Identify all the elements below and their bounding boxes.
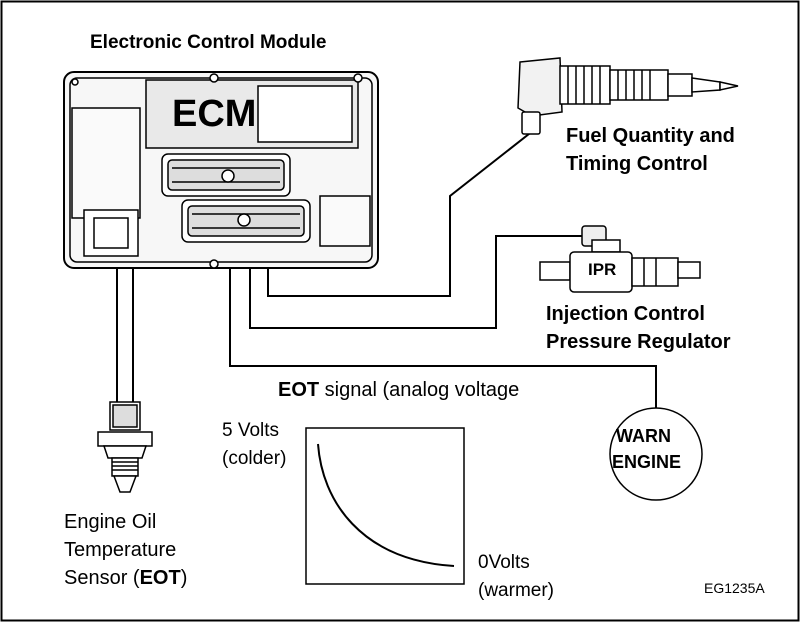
ecm-title: Electronic Control Module <box>90 32 327 53</box>
eot-voltage-graph <box>305 427 465 585</box>
sensor-label-line3: Sensor (EOT) <box>64 566 187 590</box>
warn-engine-lamp <box>609 407 703 501</box>
ipr-label-line2: Pressure Regulator <box>546 331 731 353</box>
warn-label-line2: ENGINE <box>612 452 682 472</box>
ecm-module <box>63 71 379 269</box>
graph-box <box>305 427 465 585</box>
ipr-valve <box>539 225 701 293</box>
warn-label-line1: WARN <box>616 426 671 446</box>
wire-fuel <box>267 129 535 297</box>
ecm-logo: ECM <box>172 93 257 135</box>
graph-bottom-value: 0Volts <box>478 552 530 573</box>
fuel-label-line2: Timing Control <box>566 153 708 175</box>
sensor-label-bold: EOT <box>139 567 181 589</box>
sensor-label-line1: Engine Oil <box>64 511 157 533</box>
sensor-label-suffix: ) <box>180 567 188 589</box>
fuel-label-line1: Fuel Quantity and <box>566 125 735 147</box>
graph-top-value: 5 Volts <box>222 420 280 441</box>
sensor-label-line2: Temperature <box>64 539 177 561</box>
graph-top-note: (colder) <box>222 448 287 469</box>
sensor-label-prefix: Sensor ( <box>64 567 140 589</box>
graph-bottom-note: (warmer) <box>478 580 554 601</box>
fuel-injector <box>517 57 739 135</box>
ipr-badge: IPR <box>588 260 617 279</box>
wire-warn <box>229 268 657 418</box>
wiring <box>229 129 657 418</box>
wire-ipr <box>249 235 582 329</box>
ipr-label-line1: Injection Control <box>546 303 705 325</box>
figure-code: EG1235A <box>704 580 765 596</box>
eot-signal-text: signal (analog voltage <box>319 379 520 401</box>
eot-signal-caption: EOT signal (analog voltage <box>278 378 519 402</box>
eot-signal-bold: EOT <box>278 379 320 401</box>
eot-sensor <box>97 268 153 493</box>
graph-curve <box>317 443 455 567</box>
